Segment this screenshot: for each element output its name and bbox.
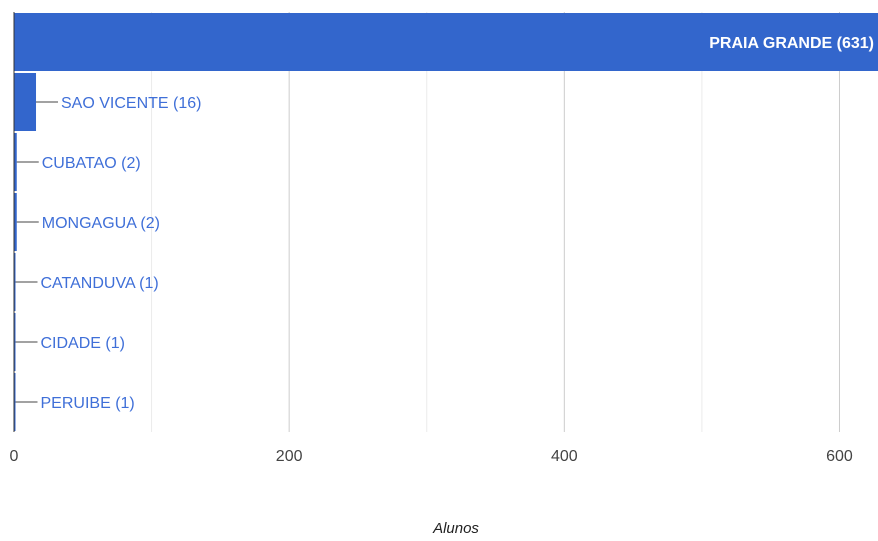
x-tick-label: 400 [551, 448, 578, 465]
bar-sao-vicente[interactable] [14, 73, 37, 131]
data-label: SAO VICENTE (16) [61, 95, 201, 112]
data-label: CIDADE (1) [41, 335, 125, 352]
bar-mongagua[interactable] [14, 193, 17, 251]
data-label: PERUIBE (1) [41, 395, 135, 412]
bar-peruibe[interactable] [14, 373, 16, 431]
data-label: PRAIA GRANDE (631) [709, 35, 874, 52]
x-tick-label: 200 [276, 448, 303, 465]
data-labels: PRAIA GRANDE (631) SAO VICENTE (16) CUBATA… [41, 35, 875, 412]
x-tick-label: 0 [10, 448, 19, 465]
x-axis-tick-labels: 0 200 400 600 [10, 448, 853, 465]
x-axis-title: Alunos [432, 520, 479, 537]
leader-lines [15, 101, 59, 403]
gridlines [151, 12, 840, 432]
bar-cidade[interactable] [14, 313, 16, 371]
data-label: MONGAGUA (2) [42, 215, 160, 232]
bars [14, 13, 878, 431]
data-label: CATANDUVA (1) [41, 275, 159, 292]
x-tick-label: 600 [826, 448, 853, 465]
bar-catanduva[interactable] [14, 253, 16, 311]
bar-praia-grande[interactable] [14, 13, 878, 71]
data-label: CUBATAO (2) [42, 155, 141, 172]
bar-cubatao[interactable] [14, 133, 17, 191]
